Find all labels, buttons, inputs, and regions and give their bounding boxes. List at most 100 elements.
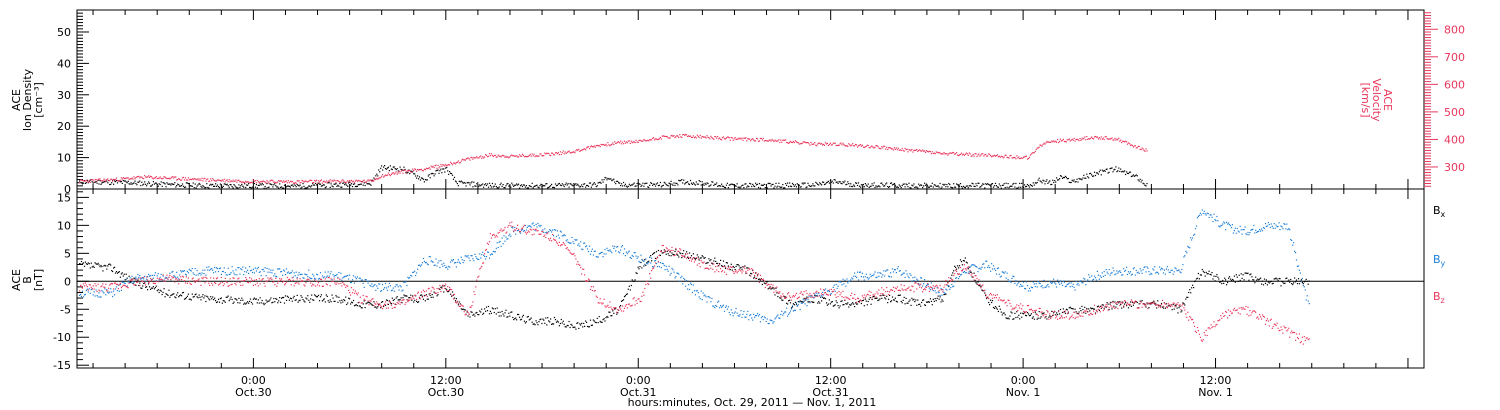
bx-series-point — [1209, 273, 1211, 275]
by-series-point — [917, 279, 919, 281]
density-series-point — [598, 181, 600, 184]
velocity-series-point — [882, 147, 884, 149]
bx-series-point — [467, 315, 469, 317]
density-series-point — [1079, 178, 1081, 180]
velocity-series-point — [527, 155, 529, 157]
by-series-point — [635, 255, 637, 257]
velocity-series-point — [427, 168, 429, 170]
velocity-series-point — [993, 154, 996, 156]
density-series-point — [99, 180, 101, 182]
bx-series-point — [406, 295, 408, 297]
bx-series-point — [839, 305, 841, 307]
density-series-point — [654, 185, 657, 187]
bx-series-point — [950, 277, 952, 279]
by-series-point — [623, 248, 626, 250]
bx-series-point — [678, 256, 680, 258]
velocity-series-point — [363, 179, 365, 181]
bx-series-point — [945, 293, 947, 295]
density-series-point — [1043, 180, 1045, 182]
by-series-point — [764, 317, 766, 319]
by-series-point — [903, 272, 905, 274]
velocity-series-point — [1019, 158, 1021, 160]
bx-series-point — [536, 322, 538, 324]
bx-series-point — [209, 299, 211, 301]
velocity-series-point — [644, 139, 646, 141]
velocity-series-point — [279, 180, 281, 182]
velocity-tick-label: 800 — [1444, 23, 1465, 36]
by-series-point — [604, 248, 606, 251]
density-series-point — [825, 182, 828, 184]
by-series-point — [410, 274, 412, 276]
velocity-series-point — [797, 142, 799, 144]
velocity-series-point — [948, 153, 950, 155]
bx-series-point — [925, 301, 928, 303]
by-series-point — [301, 273, 303, 275]
by-series-point — [557, 234, 559, 236]
bx-series-point — [697, 256, 699, 258]
density-series-point — [290, 184, 292, 186]
bx-series-point — [225, 296, 227, 298]
bx-series-point — [408, 297, 410, 299]
density-series-point — [966, 185, 968, 187]
density-series-point — [745, 183, 747, 185]
velocity-series-point — [462, 159, 464, 161]
by-series-point — [444, 264, 446, 267]
density-series-point — [961, 187, 963, 189]
velocity-series-point — [784, 139, 786, 141]
density-series-point — [572, 185, 574, 187]
density-series-point — [698, 180, 700, 182]
by-series-point — [927, 283, 929, 285]
by-series-point — [226, 274, 228, 276]
bx-series-point — [1190, 292, 1192, 294]
bx-series-point — [80, 260, 83, 263]
by-series-point — [257, 266, 259, 268]
velocity-series-point — [789, 140, 792, 142]
velocity-series-point — [819, 142, 821, 144]
bx-series-point — [1006, 318, 1008, 320]
velocity-series-point — [90, 179, 92, 181]
density-series-point — [531, 182, 533, 184]
velocity-series-point — [457, 160, 459, 162]
density-series-point — [312, 183, 314, 185]
bx-series-point — [924, 304, 927, 306]
velocity-series-point — [407, 169, 409, 171]
by-series-point — [136, 278, 138, 280]
density-series-point — [258, 184, 260, 187]
by-series-point — [1114, 274, 1116, 276]
by-series-point — [789, 312, 791, 314]
by-series-point — [725, 305, 727, 307]
bx-series-point — [407, 299, 409, 301]
velocity-series-point — [315, 180, 317, 182]
density-series-point — [756, 183, 759, 185]
bx-series-point — [173, 293, 175, 295]
density-series-point — [717, 185, 719, 187]
bx-series-point — [233, 301, 235, 303]
density-series-point — [580, 185, 582, 188]
by-series-point — [748, 319, 750, 321]
by-series-point — [90, 288, 92, 291]
by-series-point — [498, 241, 500, 243]
velocity-series-point — [428, 167, 430, 169]
density-series-point — [581, 184, 583, 186]
velocity-series-point — [345, 181, 347, 184]
velocity-series-point — [978, 153, 980, 155]
bx-series-point — [797, 301, 799, 303]
density-series-point — [811, 185, 813, 187]
bx-series-point — [882, 294, 884, 296]
by-series-point — [526, 226, 528, 229]
by-series-point — [950, 286, 952, 289]
velocity-series-point — [335, 181, 337, 183]
density-series-point — [193, 187, 195, 189]
bx-series-point — [977, 281, 979, 283]
velocity-series-point — [414, 168, 416, 170]
by-series-point — [607, 249, 609, 251]
by-series-point — [1173, 271, 1175, 273]
bx-series-point — [604, 320, 606, 322]
by-series-point — [1077, 282, 1079, 284]
by-series-point — [150, 279, 153, 281]
bx-series-point — [542, 318, 544, 320]
by-series-point — [162, 275, 164, 277]
bx-series-point — [133, 277, 135, 279]
velocity-series-point — [574, 152, 576, 154]
by-series-point — [979, 267, 981, 269]
